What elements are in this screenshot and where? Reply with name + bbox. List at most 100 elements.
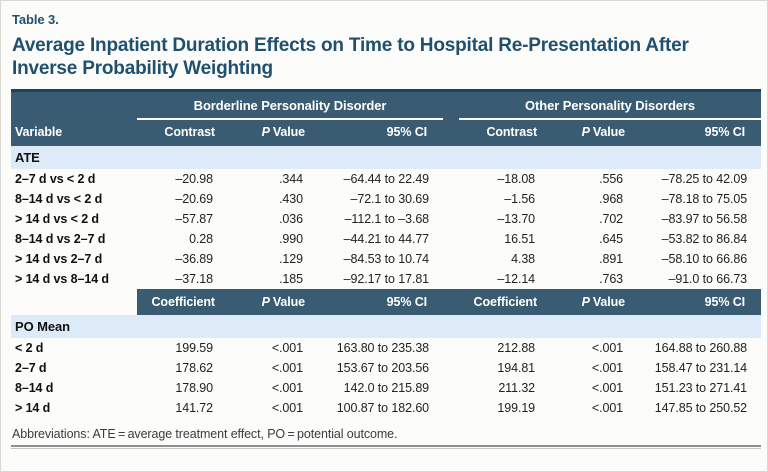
cell-value: 194.81 — [497, 361, 536, 376]
row-variable-label: < 2 d — [15, 341, 44, 356]
divider-line-dark — [11, 445, 761, 448]
column-header-ci-1: 95% CI — [319, 119, 444, 147]
cell-value: 100.87 to 182.60 — [336, 401, 430, 416]
column-header-pvalue-2: P Value — [555, 289, 640, 316]
p-rest: Value — [272, 295, 305, 310]
cell-value: –20.69 — [175, 192, 213, 207]
table-row: 2–7 d vs < 2 d –20.98 .344 –64.44 to 22.49 –… — [11, 169, 761, 189]
cell-value: 199.19 — [497, 401, 536, 416]
section-label: ATE — [11, 146, 762, 170]
row-variable-label: > 14 d vs 8–14 d — [15, 272, 109, 287]
subheader-empty-cell — [11, 289, 137, 315]
cell-value: .702 — [599, 212, 624, 227]
table-header: Borderline Personality Disorder Other Pe… — [11, 89, 762, 147]
section-label: PO Mean — [11, 315, 762, 339]
row-variable-label: 8–14 d — [15, 381, 54, 396]
cell-value: –78.18 to 75.05 — [661, 192, 748, 207]
cell-value: 211.32 — [498, 381, 536, 396]
column-header-contrast-2: Contrast — [459, 119, 556, 147]
p-italic: P — [581, 295, 590, 310]
ate-section: ATE 2–7 d vs < 2 d –20.98 .344 –64.44 to 22… — [11, 146, 762, 289]
cell-value: .185 — [279, 272, 303, 287]
column-gap — [443, 358, 459, 378]
cell-value: –57.87 — [175, 212, 213, 227]
row-variable-label: 2–7 d — [15, 361, 47, 376]
table-row: 2–7 d 178.62 <.001 153.67 to 203.56 194.81 <.… — [11, 358, 761, 378]
cell-value: –1.56 — [504, 192, 536, 207]
table-row: > 14 d vs 2–7 d –36.89 .129 –84.53 to 10.74… — [11, 249, 761, 269]
column-header-pvalue-2: P Value — [555, 119, 640, 147]
group-header-bpd: Borderline Personality Disorder — [137, 89, 444, 121]
cell-value: .891 — [599, 252, 624, 267]
cell-value: –13.70 — [497, 212, 536, 227]
group-header-row: Borderline Personality Disorder Other Pe… — [11, 89, 762, 121]
cell-value: –64.44 to 22.49 — [343, 172, 430, 187]
column-gap — [443, 289, 460, 316]
column-gap — [443, 169, 459, 189]
column-gap — [443, 338, 459, 358]
p-italic: P — [261, 125, 270, 140]
table-label: Table 3. — [12, 12, 59, 27]
cell-value: 147.85 to 250.52 — [654, 401, 748, 416]
column-header-ci-1: 95% CI — [319, 289, 444, 316]
table-row: 8–14 d vs < 2 d –20.69 .430 –72.1 to 30.69 –… — [11, 189, 761, 209]
cell-value: –12.14 — [497, 272, 536, 287]
cell-value: 151.23 to 271.41 — [654, 381, 748, 396]
cell-value: –44.21 to 44.77 — [343, 232, 430, 247]
section-header-po-mean: PO Mean — [11, 315, 762, 339]
cell-value: <.001 — [271, 361, 303, 376]
row-variable-label: > 14 d vs 2–7 d — [15, 252, 103, 267]
p-rest: Value — [592, 125, 626, 140]
column-header-pvalue-1: P Value — [233, 289, 319, 316]
bottom-divider — [11, 445, 761, 450]
cell-value: –78.25 to 42.09 — [661, 172, 748, 187]
cell-value: <.001 — [271, 381, 303, 396]
page-title: Average Inpatient Duration Effects on Ti… — [12, 35, 689, 80]
column-header-coefficient-2: Coefficient — [459, 289, 556, 316]
cell-value: 163.80 to 235.38 — [336, 341, 430, 356]
column-header-contrast-1: Contrast — [137, 119, 233, 147]
cell-value: 178.62 — [175, 361, 213, 376]
data-table: Borderline Personality Disorder Other Pe… — [11, 89, 762, 418]
column-header-ci-2: 95% CI — [639, 119, 762, 147]
cell-value: <.001 — [271, 401, 303, 416]
p-rest: Value — [592, 295, 626, 310]
column-gap — [443, 378, 459, 398]
cell-value: <.001 — [591, 381, 624, 396]
column-gap — [443, 398, 459, 418]
cell-value: .344 — [279, 172, 303, 187]
cell-value: –18.08 — [497, 172, 536, 187]
cell-value: <.001 — [591, 401, 624, 416]
cell-value: 178.90 — [175, 381, 213, 396]
cell-value: 16.51 — [504, 232, 536, 247]
cell-value: 142.0 to 215.89 — [343, 381, 430, 396]
cell-value: –83.97 to 56.58 — [661, 212, 748, 227]
cell-value: –58.10 to 66.86 — [661, 252, 748, 267]
row-variable-label: > 14 d — [15, 401, 51, 416]
cell-value: –72.1 to 30.69 — [350, 192, 430, 207]
column-header-coefficient-1: Coefficient — [137, 289, 233, 316]
column-gap — [443, 229, 459, 249]
po-section: PO Mean < 2 d 199.59 <.001 163.80 to 235.38… — [11, 315, 762, 418]
cell-value: .556 — [599, 172, 624, 187]
table-row: 8–14 d 178.90 <.001 142.0 to 215.89 211.32 <.… — [11, 378, 761, 398]
table-row: > 14 d vs 8–14 d –37.18 .185 –92.17 to 17.8… — [11, 269, 761, 289]
cell-value: –20.98 — [175, 172, 213, 187]
column-header-pvalue-1: P Value — [233, 119, 319, 147]
column-header-ci-2: 95% CI — [639, 289, 762, 316]
column-gap — [443, 249, 459, 269]
cell-value: –112.1 to –3.68 — [344, 212, 430, 227]
p-italic: P — [261, 295, 270, 310]
cell-value: 4.38 — [511, 252, 536, 267]
column-gap — [443, 119, 460, 147]
row-variable-label: 8–14 d vs < 2 d — [15, 192, 103, 207]
cell-value: .036 — [279, 212, 303, 227]
column-gap — [443, 89, 460, 120]
cell-value: 164.88 to 260.88 — [654, 341, 748, 356]
header-corner-cell — [11, 89, 137, 120]
table-row: > 14 d vs < 2 d –57.87 .036 –112.1 to –3.68… — [11, 209, 761, 229]
column-gap — [443, 189, 459, 209]
cell-value: 0.28 — [189, 232, 213, 247]
